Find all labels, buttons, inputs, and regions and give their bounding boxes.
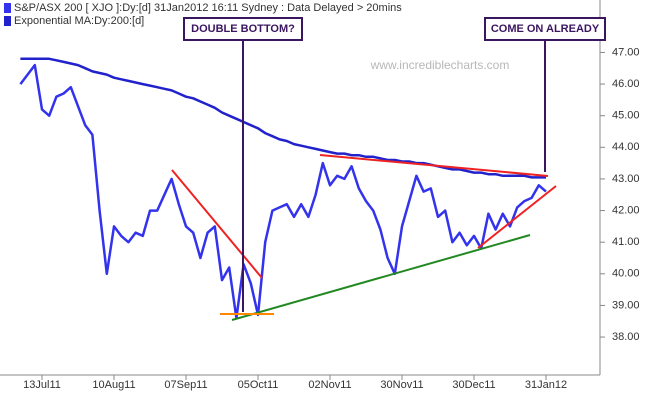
trendline — [477, 185, 557, 249]
annotation: DOUBLE BOTTOM? — [191, 23, 295, 35]
legend-swatch — [4, 3, 11, 13]
trendline — [319, 154, 549, 177]
y-tick-label: 45.00 — [612, 110, 640, 122]
x-tick-label: 02Nov11 — [308, 379, 351, 391]
x-tick-label: 30Dec11 — [452, 379, 495, 391]
legend-label: Exponential MA:Dy:200:[d] — [14, 15, 144, 27]
trendline — [171, 169, 263, 279]
x-tick-label: 30Nov11 — [380, 379, 423, 391]
y-tick-label: 40.00 — [612, 268, 640, 280]
legend-swatch — [4, 16, 11, 26]
series-line — [20, 57, 546, 179]
x-tick-label: 13Jul11 — [23, 379, 61, 391]
x-tick-label: 05Oct11 — [238, 379, 279, 391]
y-tick-label: 41.00 — [612, 236, 640, 248]
trendline — [231, 234, 531, 321]
y-tick-label: 44.00 — [612, 141, 640, 153]
y-tick-label: 38.00 — [612, 331, 640, 343]
y-tick-label: 42.00 — [612, 204, 640, 216]
watermark: www.incrediblecharts.com — [370, 58, 510, 72]
x-tick-label: 10Aug11 — [92, 379, 135, 391]
annotation: COME ON ALREADY — [491, 23, 600, 35]
series-line — [19, 63, 547, 320]
x-tick-label: 31Jan12 — [525, 379, 567, 391]
y-tick-label: 39.00 — [612, 299, 640, 311]
y-tick-label: 47.00 — [612, 46, 640, 58]
y-tick-label: 46.00 — [612, 78, 640, 90]
x-tick-label: 07Sep11 — [164, 379, 207, 391]
legend-label: S&P/ASX 200 [ XJO ]:Dy:[d] 31Jan2012 16:… — [14, 2, 402, 14]
annotation-box — [484, 17, 606, 41]
y-tick-label: 43.00 — [612, 173, 640, 185]
trendlines: DOUBLE BOTTOM? COME ON ALREADY — [171, 17, 606, 321]
annotation-box — [183, 17, 303, 41]
